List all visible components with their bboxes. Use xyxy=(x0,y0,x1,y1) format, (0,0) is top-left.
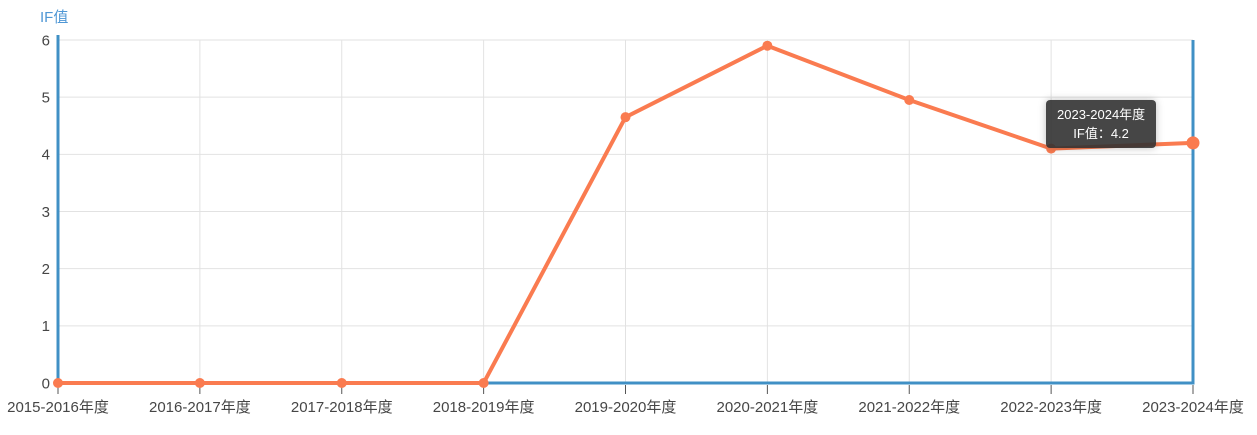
tooltip-value-label: IF值：4.2 xyxy=(1073,126,1129,141)
x-axis-label: 2019-2020年度 xyxy=(575,399,677,416)
x-axis-label: 2022-2023年度 xyxy=(1000,399,1102,416)
data-point[interactable] xyxy=(478,378,489,388)
y-axis-label: 1 xyxy=(42,318,50,335)
tooltip-category-label: 2023-2024年度 xyxy=(1057,107,1146,122)
y-axis-label: 6 xyxy=(42,32,50,49)
data-point[interactable] xyxy=(53,378,63,388)
y-axis-title: IF值 xyxy=(40,9,69,26)
data-point[interactable] xyxy=(620,112,631,123)
x-axis-label: 2020-2021年度 xyxy=(717,399,819,416)
y-axis-label: 5 xyxy=(42,89,50,106)
y-axis-label: 2 xyxy=(42,261,50,278)
x-axis-label: 2018-2019年度 xyxy=(433,399,535,416)
x-axis-label: 2023-2024年度 xyxy=(1142,399,1244,416)
data-point[interactable] xyxy=(194,378,205,388)
y-axis-label: 0 xyxy=(42,375,50,392)
hover-tooltip: 2023-2024年度 IF值：4.2 xyxy=(1046,100,1157,148)
data-point[interactable] xyxy=(762,40,773,51)
data-point[interactable] xyxy=(336,378,347,388)
x-axis-label: 2015-2016年度 xyxy=(7,399,109,416)
x-axis-label: 2016-2017年度 xyxy=(149,399,251,416)
x-axis-label: 2017-2018年度 xyxy=(291,399,393,416)
data-point[interactable] xyxy=(904,95,915,106)
data-point[interactable] xyxy=(1186,136,1200,150)
y-axis-label: 4 xyxy=(42,147,50,164)
x-axis-label: 2021-2022年度 xyxy=(858,399,960,416)
y-axis-label: 3 xyxy=(42,204,50,221)
